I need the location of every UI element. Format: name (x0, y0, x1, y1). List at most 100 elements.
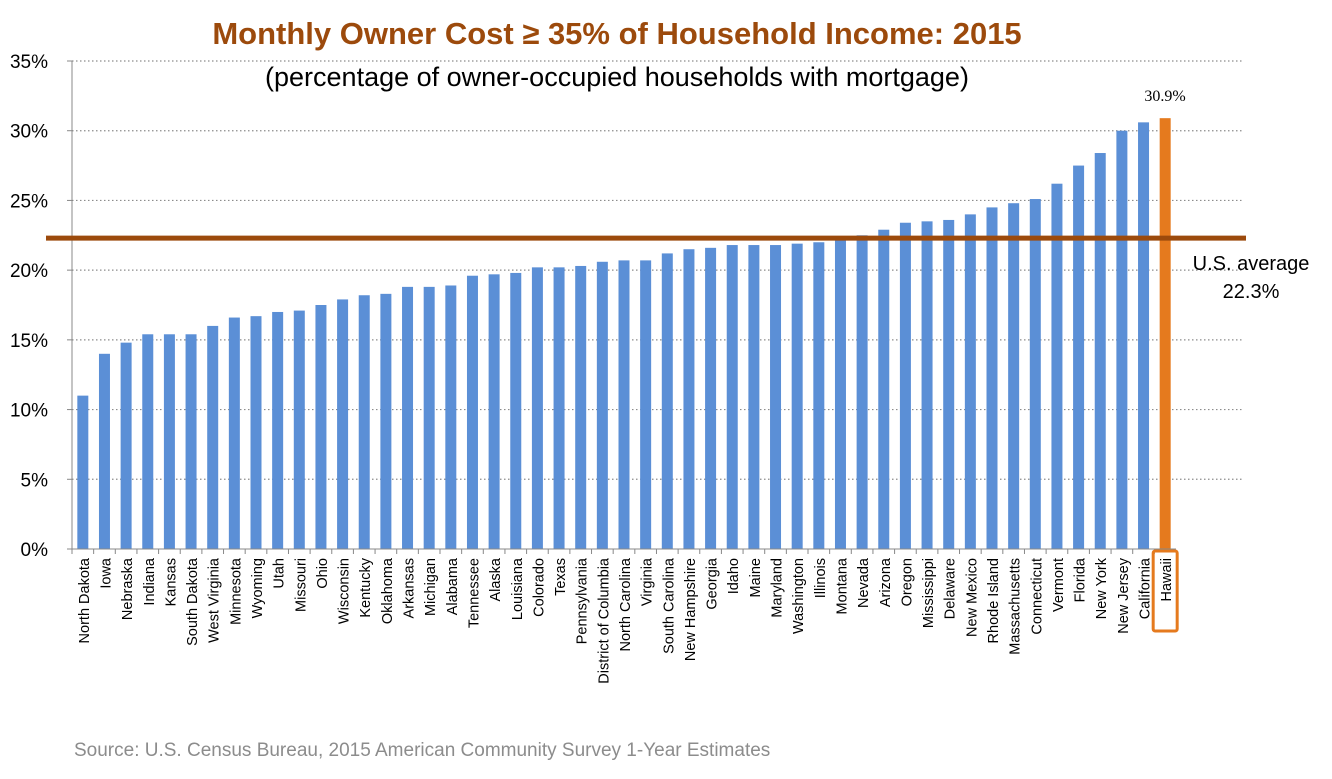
x-tick-label: Hawaii (1159, 558, 1175, 602)
source-note: Source: U.S. Census Bureau, 2015 America… (74, 740, 771, 761)
x-tick-label: Kentucky (358, 557, 374, 617)
bar-delaware (943, 219, 955, 549)
y-tick-label: 5% (21, 470, 49, 491)
bar-nebraska (120, 342, 132, 549)
x-tick-label: Utah (272, 558, 288, 589)
x-tick-label: Maryland (770, 558, 786, 618)
x-tick-label: Rhode Island (986, 558, 1002, 643)
x-tick-label: Oklahoma (380, 557, 396, 624)
x-tick-label: Vermont (1051, 558, 1067, 612)
x-tick-label: New Jersey (1116, 557, 1132, 633)
x-tick-label: North Dakota (77, 557, 93, 643)
x-tick-label: Connecticut (1029, 558, 1045, 635)
y-tick-label: 20% (10, 261, 48, 282)
average-label: U.S. average 22.3% (1176, 250, 1326, 306)
x-tick-label: South Carolina (661, 557, 677, 654)
bar-utah (272, 311, 284, 549)
chart-subtitle: (percentage of owner-occupied households… (265, 62, 969, 92)
bar-ohio (315, 305, 327, 549)
bar-alabama (445, 285, 457, 549)
x-tick-label: Louisiana (510, 557, 526, 620)
bar-louisiana (510, 272, 522, 549)
bar-oklahoma (380, 293, 392, 549)
x-tick-label: Indiana (142, 557, 158, 606)
x-tick-label: Delaware (943, 558, 959, 619)
bar-maine (748, 245, 760, 549)
bar-mississippi (921, 221, 933, 550)
bar-missouri (293, 310, 305, 549)
y-tick-label: 25% (10, 191, 48, 212)
gridlines (72, 60, 1244, 480)
x-tick-label: Illinois (813, 558, 829, 598)
x-tick-label: Kansas (163, 558, 179, 606)
y-tick-label: 30% (10, 122, 48, 143)
x-tick-label: Virginia (640, 557, 656, 606)
bar-nevada (856, 235, 868, 550)
x-tick-label: New Mexico (964, 558, 980, 637)
y-tick-label: 0% (21, 540, 49, 561)
bar-tennessee (466, 275, 478, 549)
bar-california (1138, 122, 1150, 549)
bar-arizona (878, 229, 890, 550)
x-tick-label: Alabama (445, 557, 461, 615)
x-tick-label: Florida (1073, 557, 1089, 602)
x-tick-label: New Hampshire (683, 558, 699, 661)
bar-wyoming (250, 316, 262, 549)
bar-georgia (705, 247, 717, 549)
x-tick-label: Wyoming (250, 558, 266, 618)
bar-new-jersey (1116, 130, 1128, 549)
bar-kansas (163, 334, 175, 549)
x-tick-label: North Carolina (618, 557, 634, 651)
bar-montana (834, 236, 846, 549)
average-label-line2: 22.3% (1222, 281, 1280, 303)
bar-arkansas (402, 286, 414, 549)
x-tick-label: Oregon (899, 558, 915, 606)
average-label-line1: U.S. average (1192, 253, 1310, 275)
x-tick-label: South Dakota (185, 557, 201, 646)
x-tick-label: Pennsylvania (575, 557, 591, 644)
chart-title: Monthly Owner Cost ≥ 35% of Household In… (212, 16, 1022, 51)
bar-west-virginia (207, 325, 219, 549)
x-tick-label: Ohio (315, 558, 331, 589)
bar-new-york (1094, 153, 1106, 549)
bar-pennsylvania (575, 265, 587, 549)
bar-minnesota (228, 317, 240, 549)
y-tick-label: 10% (10, 401, 48, 422)
bar-district-of-columbia (596, 261, 608, 549)
x-tick-label: Minnesota (228, 557, 244, 625)
axes: 0% 5% 10% 15% 20% 25% 30% 35% North Dakota Iowa Ne… (10, 52, 1179, 684)
x-tick-label: Tennessee (466, 558, 482, 628)
x-tick-label: Washington (791, 558, 807, 634)
bar-massachusetts (1008, 203, 1020, 549)
x-tick-label: Maine (748, 558, 764, 598)
bar-texas (553, 267, 565, 549)
highlight-value-label: 30.9% (1144, 88, 1186, 105)
x-tick-label: Arizona (878, 557, 894, 607)
x-tick-label: Idaho (726, 558, 742, 594)
x-tick-label: Iowa (98, 557, 114, 589)
bar-hawaii (1159, 118, 1171, 549)
bar-virginia (640, 260, 652, 549)
bar-alaska (488, 274, 500, 549)
bar-illinois (813, 242, 825, 549)
bar-maryland (770, 245, 782, 549)
bar-washington (791, 243, 803, 549)
bar-connecticut (1029, 199, 1041, 549)
bar-wisconsin (337, 299, 349, 549)
x-tick-label: Georgia (705, 557, 721, 610)
bar-north-dakota (77, 395, 89, 549)
bar-south-dakota (185, 334, 197, 549)
x-tick-label: California (1138, 557, 1154, 619)
x-tick-label: Wisconsin (337, 558, 353, 624)
bar-colorado (531, 267, 543, 549)
bar-idaho (726, 245, 738, 549)
x-tick-label: Texas (553, 558, 569, 596)
x-tick-label: New York (1094, 557, 1110, 619)
bar-new-mexico (964, 214, 976, 549)
x-tick-label: Nevada (856, 557, 872, 608)
bar-kentucky (358, 295, 370, 549)
x-tick-label: West Virginia (207, 557, 223, 643)
highlight-label-box (1151, 549, 1179, 633)
bar-south-carolina (661, 253, 673, 549)
